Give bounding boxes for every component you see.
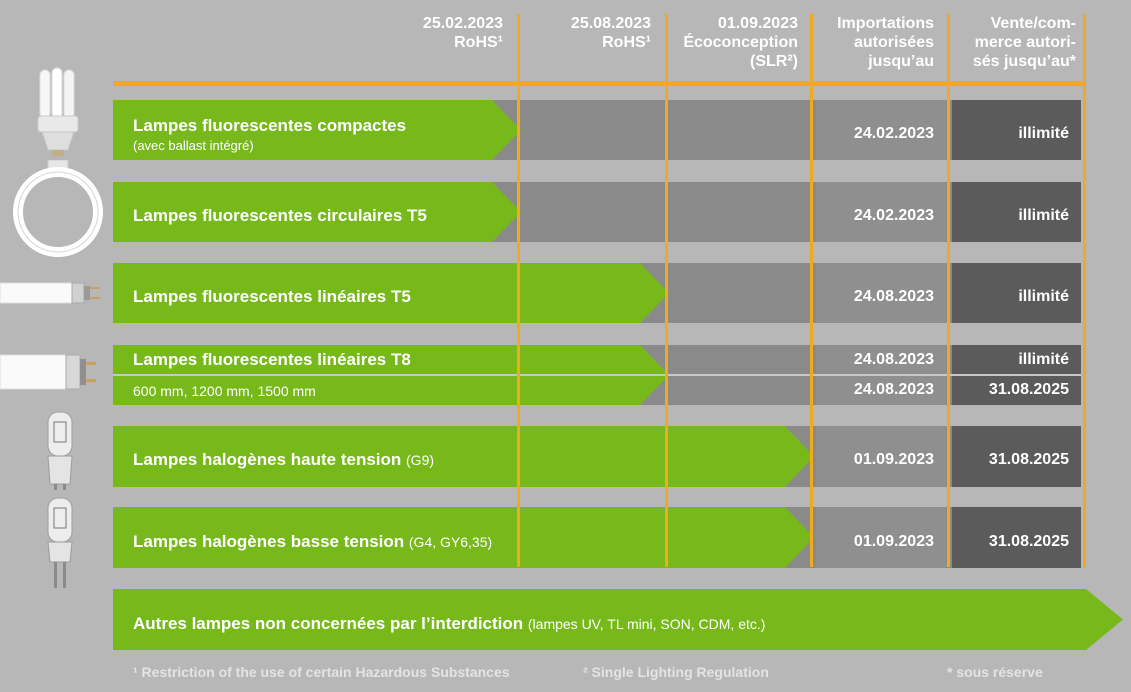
footnote-slr: ² Single Lighting Regulation	[583, 664, 769, 680]
row-sublabel: (lampes UV, TL mini, SON, CDM, etc.)	[527, 616, 766, 632]
header-sales: Vente/com- merce autori- sés jusqu’au*	[972, 15, 1076, 70]
sales-date-linear-t8: illimité	[1018, 351, 1069, 368]
row-sublabel: (G4, GY6,35)	[408, 534, 493, 550]
row-label-other-lamps: Autres lampes non concernées par l’inter…	[133, 614, 765, 634]
linear-t5-tube-icon	[0, 282, 100, 304]
header-imports: Importations autorisées jusqu’au	[837, 15, 934, 70]
halogen-g4-capsule-icon	[47, 497, 73, 588]
arrow-compact	[113, 100, 521, 160]
imports-cell	[816, 507, 946, 568]
row-title: Lampes fluorescentes circulaires T5	[133, 206, 427, 225]
footnote-reserve: * sous réserve	[947, 664, 1043, 680]
sales-cell	[952, 426, 1081, 487]
row-label-halogen-high: Lampes halogènes haute tension (G9)	[133, 450, 434, 470]
timeline-axis	[113, 81, 1086, 86]
row-title: Lampes fluorescentes linéaires T5	[133, 287, 411, 306]
timeline-line	[517, 14, 520, 567]
arrow-halogen-high	[113, 426, 814, 487]
circular-fluorescent-lamp-icon	[13, 160, 103, 257]
timeline-line	[947, 14, 950, 567]
sales-cell	[952, 182, 1081, 242]
row-sublabel-compact: (avec ballast intégré)	[133, 138, 254, 153]
imports-date-linear-t8-lengths: 24.08.2023	[853, 381, 934, 398]
timeline-line	[665, 14, 668, 567]
sales-cell	[952, 100, 1081, 160]
sales-cell	[952, 507, 1081, 568]
imports-date-halogen-high: 01.09.2023	[853, 451, 934, 468]
halogen-g9-capsule-icon	[47, 411, 73, 490]
imports-date-compact: 24.02.2023	[853, 125, 934, 142]
sales-date-compact: illimité	[1018, 125, 1069, 142]
row-title: Lampes fluorescentes linéaires T8	[133, 350, 411, 369]
row-label-halogen-low: Lampes halogènes basse tension (G4, GY6,…	[133, 532, 492, 552]
imports-date-halogen-low: 01.09.2023	[853, 533, 934, 550]
header-rohs-2023-08: 25.08.2023 RoHS¹	[570, 15, 651, 51]
linear-t8-tube-icon	[0, 354, 96, 390]
row-sublabel-linear-t8-lengths: 600 mm, 1200 mm, 1500 mm	[133, 383, 316, 399]
row-title: Lampes halogènes basse tension	[133, 532, 405, 551]
row-sublabel: (G9)	[406, 452, 435, 468]
imports-cell	[816, 426, 946, 487]
header-ecodesign: 01.09.2023 Écoconception (SLR²)	[683, 15, 798, 70]
imports-cell	[816, 263, 946, 323]
sales-date-linear-t5: illimité	[1018, 288, 1069, 305]
sales-date-halogen-low: 31.08.2025	[988, 533, 1069, 550]
row-divider	[113, 374, 1081, 376]
row-label-compact: Lampes fluorescentes compactes	[133, 116, 406, 136]
header-rohs-2023-02: 25.02.2023 RoHS¹	[422, 15, 503, 51]
timeline-line	[810, 14, 813, 567]
row-title: Autres lampes non concernées par l’inter…	[133, 614, 524, 633]
row-title: Lampes halogènes haute tension	[133, 450, 402, 469]
imports-date-linear-t8: 24.08.2023	[853, 351, 934, 368]
imports-date-linear-t5: 24.08.2023	[853, 288, 934, 305]
footnote-rohs: ¹ Restriction of the use of certain Haza…	[133, 664, 510, 680]
compact-fluorescent-lamp-icon	[37, 67, 79, 156]
arrow-other-lamps	[113, 589, 1123, 650]
imports-date-circular-t5: 24.02.2023	[853, 207, 934, 224]
row-label-linear-t8: Lampes fluorescentes linéaires T8	[133, 350, 411, 370]
row-label-linear-t5: Lampes fluorescentes linéaires T5	[133, 287, 411, 307]
sales-date-linear-t8-lengths: 31.08.2025	[988, 381, 1069, 398]
imports-cell	[816, 100, 946, 160]
sales-date-circular-t5: illimité	[1018, 207, 1069, 224]
arrow-circular-t5	[113, 182, 521, 242]
row-title: Lampes fluorescentes compactes	[133, 116, 407, 135]
row-label-circular-t5: Lampes fluorescentes circulaires T5	[133, 206, 427, 226]
timeline-line	[1083, 14, 1086, 567]
arrow-halogen-low	[113, 507, 814, 568]
arrow-linear-t5	[113, 263, 669, 323]
sales-cell	[952, 263, 1081, 323]
sales-date-halogen-high: 31.08.2025	[988, 451, 1069, 468]
imports-cell	[816, 182, 946, 242]
